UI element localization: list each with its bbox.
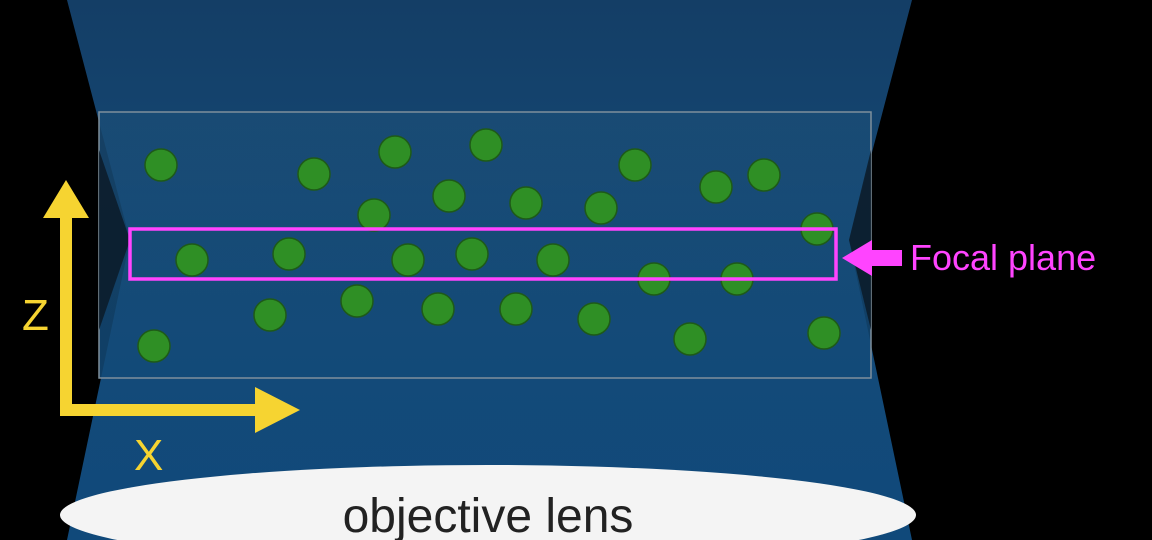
bead	[699, 170, 733, 204]
bead	[577, 302, 611, 336]
bead	[536, 243, 570, 277]
axes	[43, 180, 300, 433]
sample-volume-right-edge	[849, 150, 871, 330]
z-axis-label: Z	[22, 291, 49, 340]
bead	[378, 135, 412, 169]
bead	[357, 198, 391, 232]
objective-lens-label: objective lens	[343, 490, 634, 540]
bead	[509, 186, 543, 220]
x-axis-arrow-icon	[255, 387, 300, 433]
objective-lens	[60, 465, 916, 540]
bead	[469, 128, 503, 162]
focal-plane-arrow-icon	[842, 240, 902, 276]
bead	[807, 316, 841, 350]
bead	[391, 243, 425, 277]
bead	[297, 157, 331, 191]
bead	[144, 148, 178, 182]
bead	[432, 179, 466, 213]
x-axis-label: X	[134, 431, 163, 480]
bead	[499, 292, 533, 326]
z-axis-line	[60, 215, 72, 415]
bead	[618, 148, 652, 182]
bead	[747, 158, 781, 192]
bead	[253, 298, 287, 332]
bead	[340, 284, 374, 318]
bead	[137, 329, 171, 363]
bead	[272, 237, 306, 271]
sample-volume-left-edge	[99, 150, 130, 330]
bead	[421, 292, 455, 326]
z-axis-arrow-icon	[43, 180, 89, 218]
bead	[673, 322, 707, 356]
focal-plane-box	[128, 227, 838, 281]
bead	[175, 243, 209, 277]
focal-plane-label: Focal plane	[910, 237, 1096, 278]
bead	[584, 191, 618, 225]
x-axis-line	[60, 404, 260, 416]
bead	[455, 237, 489, 271]
beads	[137, 128, 841, 363]
